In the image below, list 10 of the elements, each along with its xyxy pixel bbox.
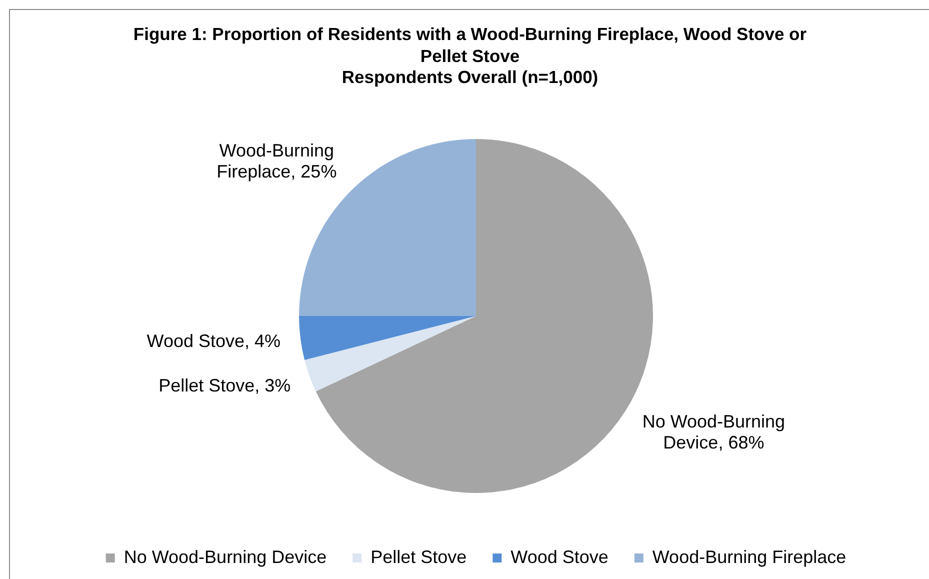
chart-title: Figure 1: Proportion of Residents with a Wood-Burning Fireplace, Wood Stove or Pellet Stove [132, 24, 808, 67]
legend-label: Pellet Stove [370, 546, 467, 567]
legend-label: Wood-Burning Fireplace [652, 546, 846, 567]
chart-subtitle: Respondents Overall (n=1,000) [340, 67, 600, 88]
data-label: No Wood-Burning Device, 68% [642, 411, 786, 452]
data-label: Pellet Stove, 3% [158, 375, 291, 396]
data-label: Wood-Burning Fireplace, 25% [216, 140, 337, 182]
legend-label: No Wood-Burning Device [124, 546, 327, 567]
data-label: Wood Stove, 4% [146, 330, 281, 351]
legend-label: Wood Stove [510, 546, 608, 567]
